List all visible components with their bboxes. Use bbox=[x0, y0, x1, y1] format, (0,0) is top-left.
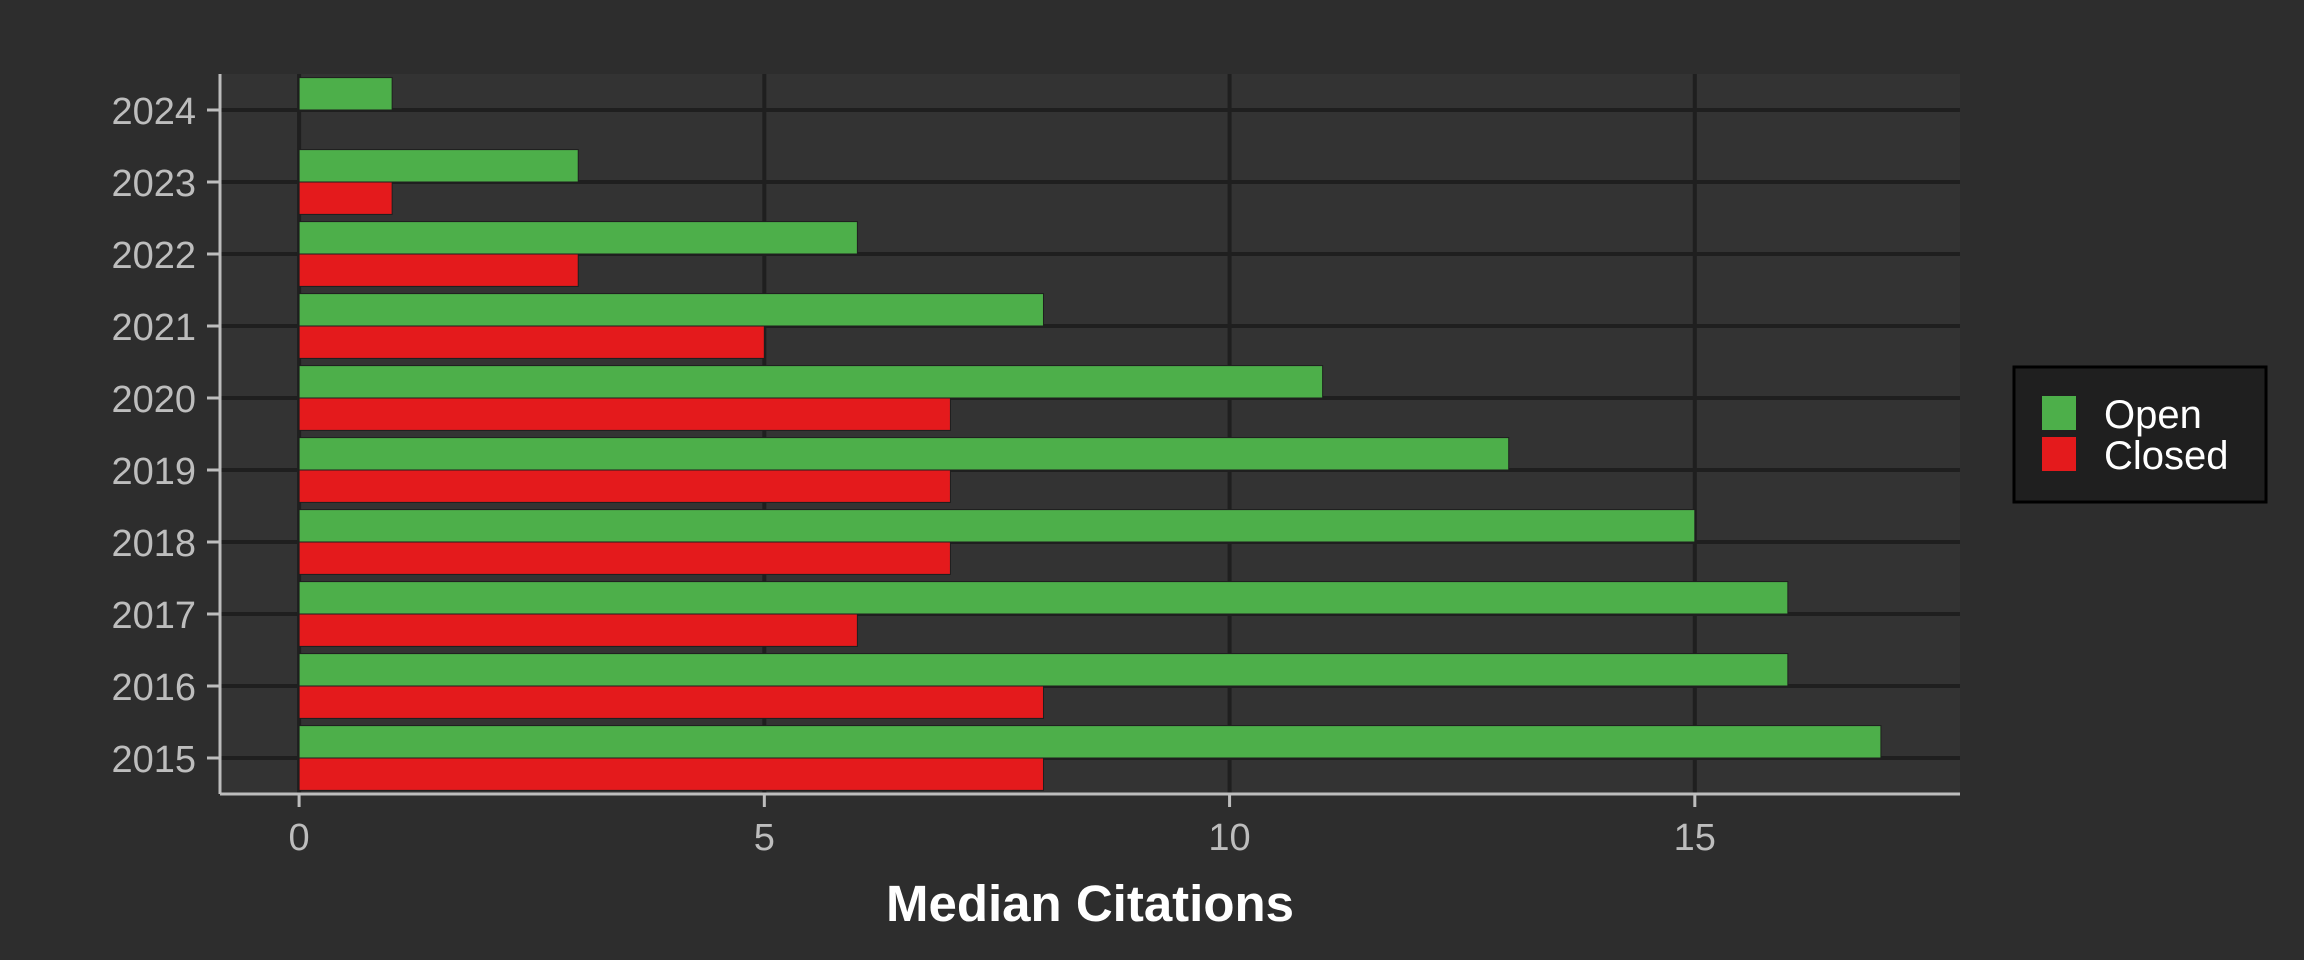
bar-closed-2017 bbox=[298, 613, 858, 647]
x-axis-title: Median Citations bbox=[886, 875, 1294, 932]
bar-open-2022 bbox=[298, 221, 858, 255]
legend-box bbox=[2012, 365, 2268, 504]
bar-open-2016 bbox=[298, 653, 1789, 687]
y-tick-label: 2024 bbox=[111, 91, 196, 133]
bar-closed-2019 bbox=[298, 469, 951, 503]
bar-closed-2015 bbox=[298, 757, 1044, 791]
bar-closed-2022 bbox=[298, 253, 579, 287]
y-tick-label: 2019 bbox=[111, 451, 196, 493]
bar-open-2018 bbox=[298, 509, 1696, 543]
bar-open-2024 bbox=[298, 77, 393, 111]
legend: Open Closed bbox=[2012, 365, 2268, 504]
legend-label-closed: Closed bbox=[2104, 434, 2229, 478]
axes bbox=[218, 74, 1960, 796]
bar-open-2015 bbox=[298, 725, 1882, 759]
legend-swatch-closed bbox=[2042, 437, 2076, 471]
y-tick-label: 2015 bbox=[111, 739, 196, 781]
x-tick-label: 15 bbox=[1674, 817, 1716, 859]
bar-open-2017 bbox=[298, 581, 1789, 615]
bar-open-2019 bbox=[298, 437, 1510, 471]
y-tick-label: 2020 bbox=[111, 379, 196, 421]
y-tick-label: 2023 bbox=[111, 163, 196, 205]
bar-open-2021 bbox=[298, 293, 1044, 327]
y-tick-label: 2022 bbox=[111, 235, 196, 277]
y-tick-label: 2018 bbox=[111, 523, 196, 565]
x-tick-label: 0 bbox=[289, 817, 310, 859]
y-tick-label: 2021 bbox=[111, 307, 196, 349]
x-tick-label: 5 bbox=[754, 817, 775, 859]
legend-swatch-open bbox=[2042, 396, 2076, 430]
bar-closed-2016 bbox=[298, 685, 1044, 719]
y-ticks: 2015 2016 2017 2018 2019 2020 2021 2022 2023 2024 bbox=[111, 91, 220, 781]
bar-closed-2021 bbox=[298, 325, 765, 359]
bar-closed-2018 bbox=[298, 541, 951, 575]
y-tick-label: 2017 bbox=[111, 595, 196, 637]
legend-label-open: Open bbox=[2104, 393, 2202, 437]
bar-closed-2020 bbox=[298, 397, 951, 431]
y-tick-label: 2016 bbox=[111, 667, 196, 709]
x-tick-label: 10 bbox=[1208, 817, 1250, 859]
bar-closed-2023 bbox=[298, 181, 393, 215]
x-ticks: 0 5 10 15 bbox=[289, 794, 1716, 859]
bar-open-2020 bbox=[298, 365, 1324, 399]
bar-open-2023 bbox=[298, 149, 579, 183]
bars bbox=[298, 77, 1882, 791]
